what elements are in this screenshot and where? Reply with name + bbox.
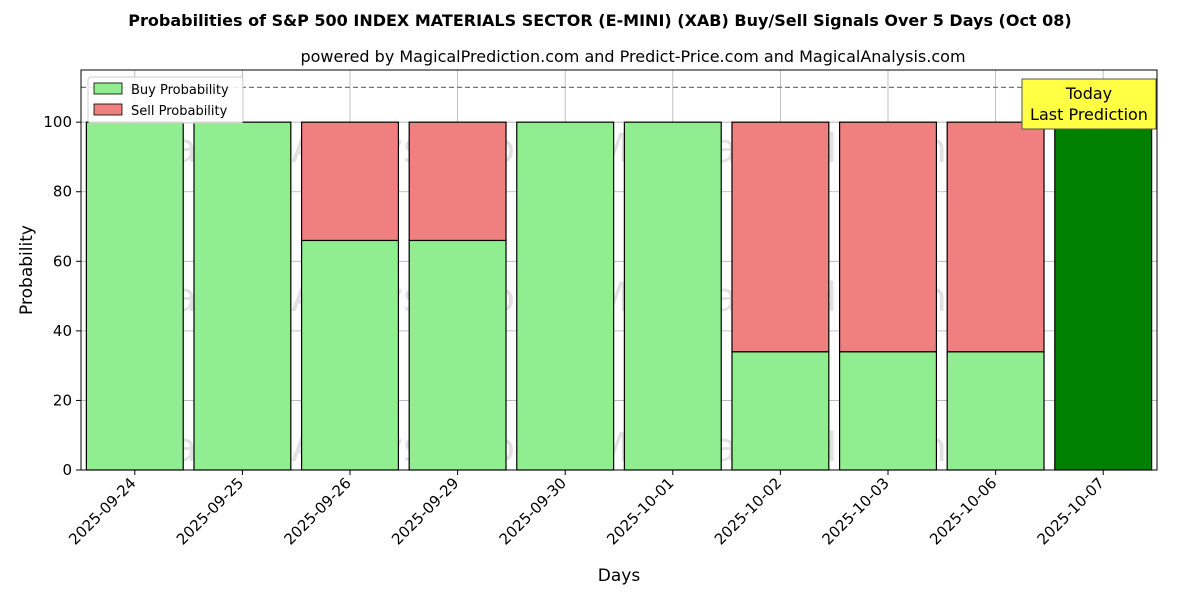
bar-buy — [731, 351, 830, 471]
y-tick-label: 60 — [53, 252, 72, 270]
x-tick-label: 2025-10-01 — [603, 474, 677, 548]
bar-buy — [300, 239, 400, 471]
bars — [85, 121, 1153, 471]
annotation-box — [1021, 78, 1157, 130]
x-tick-label: 2025-09-30 — [496, 474, 570, 548]
x-tick-label: 2025-10-02 — [711, 474, 785, 548]
y-tick-label: 0 — [62, 461, 72, 479]
annotation-line-2: Last Prediction — [1030, 105, 1148, 124]
x-tick-label: 2025-09-26 — [280, 474, 354, 548]
y-tick-label: 40 — [53, 322, 72, 340]
x-tick-label: 2025-10-03 — [818, 474, 892, 548]
bar-buy — [838, 351, 938, 471]
legend-swatch-buy — [93, 82, 123, 95]
bar-buy — [1054, 121, 1153, 471]
chart-title: Probabilities of S&P 500 INDEX MATERIALS… — [128, 11, 1071, 30]
x-tick-label: 2025-09-25 — [173, 474, 247, 548]
today-annotation: Today Last Prediction — [1021, 78, 1157, 130]
y-tick-label: 80 — [53, 183, 72, 201]
bar-sell — [300, 121, 400, 242]
x-tick-label: 2025-10-07 — [1034, 474, 1108, 548]
bar-buy — [516, 121, 615, 471]
legend-swatch-sell — [93, 103, 123, 116]
annotation-line-1: Today — [1065, 84, 1112, 103]
legend-label-sell: Sell Probability — [131, 104, 228, 119]
bar-sell — [731, 121, 830, 353]
plot-frame — [80, 69, 1158, 471]
x-tick-label: 2025-09-29 — [388, 474, 462, 548]
bar-sell — [838, 121, 938, 353]
y-tick-label: 100 — [43, 113, 72, 131]
bar-buy — [623, 121, 722, 471]
x-axis-ticks: 2025-09-24 2025-09-25 2025-09-26 2025-09-29… — [65, 470, 1108, 548]
bar-sell — [946, 121, 1045, 353]
y-axis-label: Probability — [17, 225, 37, 315]
legend-box — [87, 76, 244, 124]
chart-subtitle: powered by MagicalPrediction.com and Pre… — [300, 47, 965, 66]
y-tick-label: 20 — [53, 391, 72, 409]
bar-buy — [946, 351, 1045, 471]
legend-label-buy: Buy Probability — [131, 83, 229, 98]
x-tick-label: 2025-09-24 — [65, 474, 139, 548]
bar-buy — [85, 121, 184, 471]
y-axis-ticks: 0 20 40 60 80 100 — [43, 113, 81, 479]
bar-sell — [408, 121, 507, 242]
legend: Buy Probability Sell Probability — [87, 76, 244, 124]
bar-buy — [193, 121, 292, 471]
x-tick-label: 2025-10-06 — [926, 474, 1000, 548]
x-axis-label: Days — [598, 566, 641, 586]
bar-buy — [408, 239, 507, 471]
